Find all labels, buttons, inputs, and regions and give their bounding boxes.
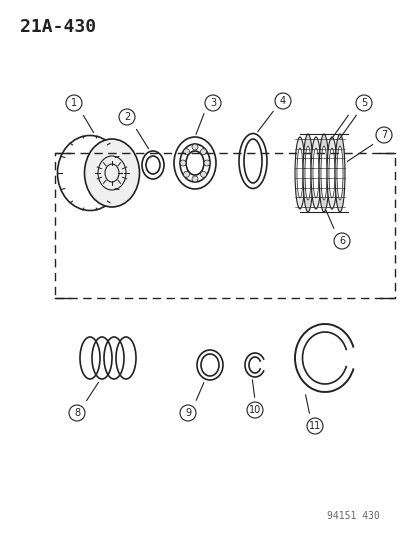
Text: 94151 430: 94151 430 bbox=[326, 511, 379, 521]
Ellipse shape bbox=[302, 134, 312, 212]
Ellipse shape bbox=[84, 139, 139, 207]
Ellipse shape bbox=[328, 148, 334, 198]
Circle shape bbox=[183, 171, 189, 177]
Ellipse shape bbox=[312, 148, 318, 198]
Ellipse shape bbox=[296, 148, 302, 198]
Text: 6: 6 bbox=[338, 236, 344, 246]
Ellipse shape bbox=[310, 137, 320, 209]
Ellipse shape bbox=[320, 146, 326, 200]
Text: 7: 7 bbox=[380, 130, 386, 140]
Circle shape bbox=[200, 149, 206, 155]
Ellipse shape bbox=[334, 134, 344, 212]
Ellipse shape bbox=[326, 137, 336, 209]
Text: 21A-430: 21A-430 bbox=[20, 18, 96, 36]
Text: 8: 8 bbox=[74, 408, 80, 418]
Ellipse shape bbox=[304, 146, 310, 200]
Text: 1: 1 bbox=[71, 98, 77, 108]
Circle shape bbox=[200, 171, 206, 177]
Text: 5: 5 bbox=[360, 98, 366, 108]
Ellipse shape bbox=[318, 134, 328, 212]
Text: 9: 9 bbox=[185, 408, 191, 418]
Text: 10: 10 bbox=[248, 405, 261, 415]
Ellipse shape bbox=[336, 146, 342, 200]
Text: 4: 4 bbox=[279, 96, 285, 106]
Circle shape bbox=[192, 144, 197, 150]
Circle shape bbox=[192, 176, 197, 182]
Text: 3: 3 bbox=[209, 98, 216, 108]
Circle shape bbox=[180, 160, 185, 166]
Ellipse shape bbox=[294, 137, 304, 209]
Text: 2: 2 bbox=[123, 112, 130, 122]
Circle shape bbox=[183, 149, 189, 155]
Text: 11: 11 bbox=[308, 421, 320, 431]
Circle shape bbox=[204, 160, 209, 166]
